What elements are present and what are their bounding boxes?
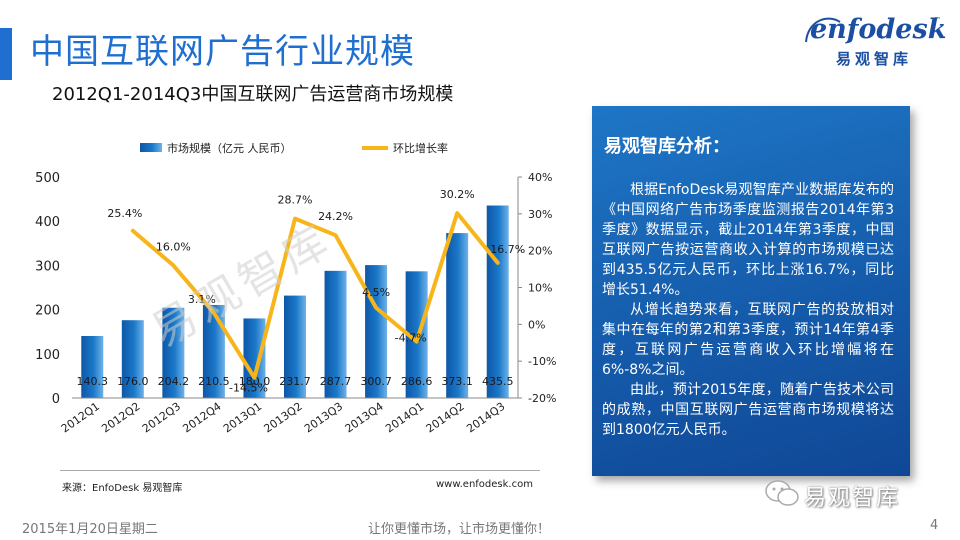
- bar-value-label: 210.5: [198, 375, 230, 388]
- y2-tick-label: 10%: [528, 282, 552, 295]
- bar-value-label: 435.5: [482, 375, 514, 388]
- bar: [121, 320, 144, 398]
- analysis-panel-title: 易观智库分析：: [604, 136, 730, 157]
- chart-title: 2012Q1-2014Q3中国互联网广告运营商市场规模: [52, 84, 454, 105]
- growth-line-series: 25.4% 16.0% 3.1% -14.5% 28.7% 24.2% 4.5% -4.7% 3…: [107, 188, 525, 395]
- growth-line: [130, 211, 500, 380]
- bar: [446, 233, 469, 398]
- bar-value-label: 231.7: [279, 375, 311, 388]
- growth-rate-label: 25.4%: [107, 207, 142, 220]
- source-note: 来源：EnfoDesk 易观智库: [62, 483, 183, 494]
- x-tick-label: 2013Q3: [302, 400, 345, 436]
- y-tick-label: 0: [52, 392, 60, 407]
- bar: [81, 335, 104, 398]
- legend-line-label: 环比增长率: [393, 141, 448, 155]
- footer-date: 2015年1月20日星期二: [22, 522, 158, 537]
- growth-rate-label: 16.7%: [490, 243, 525, 256]
- y-tick-label: 200: [35, 304, 60, 319]
- y2-tick-label: 20%: [528, 245, 552, 258]
- bar-labels: 140.3 176.0 204.2 210.5 180.0 231.7 287.7 300.7…: [77, 375, 514, 388]
- bar: [243, 318, 266, 398]
- x-tick-label: 2012Q4: [180, 400, 223, 436]
- wechat-watermark: 易观智库: [760, 476, 940, 512]
- wechat-icon: [765, 480, 799, 506]
- logo-trademark: ™: [934, 16, 941, 24]
- title-accent-bar: [0, 28, 12, 80]
- growth-rate-label: 4.5%: [362, 286, 390, 299]
- growth-rate-label: -4.7%: [395, 332, 427, 345]
- y-tick-label: 400: [35, 215, 60, 230]
- y-tick-label: 100: [35, 348, 60, 363]
- analysis-paragraph: 从增长趋势来看，互联网广告的投放相对集中在每年的第2和第3季度，预计14年第4季…: [602, 302, 894, 378]
- y2-tick-label: 0%: [528, 318, 545, 331]
- logo-chinese-name: 易观智库: [836, 50, 913, 68]
- bar: [405, 271, 428, 398]
- x-tick-label: 2014Q2: [424, 400, 467, 436]
- bar: [284, 295, 306, 398]
- bar-value-label: 140.3: [77, 375, 109, 388]
- source-website: www.enfodesk.com: [436, 479, 533, 490]
- bar-value-label: 373.1: [441, 375, 473, 388]
- y2-tick-label: -20%: [528, 392, 556, 405]
- x-tick-label: 2012Q2: [99, 400, 142, 436]
- legend-bar-label: 市场规模（亿元 人民币）: [167, 141, 292, 155]
- bar: [324, 270, 347, 398]
- x-tick-label: 2012Q3: [140, 400, 183, 436]
- market-size-chart: 140.3 176.0 204.2 210.5 180.0 231.7 287.7 300.7…: [35, 141, 556, 436]
- logo-wordmark: enfodesk: [810, 14, 947, 45]
- y2-tick-label: 30%: [528, 208, 552, 221]
- x-tick-label: 2014Q1: [383, 400, 426, 436]
- y-tick-label: 500: [35, 171, 60, 186]
- analysis-paragraph: 根据EnfoDesk易观智库产业数据库发布的《中国网络广告市场季度监测报告201…: [602, 182, 894, 298]
- x-tick-label: 2013Q1: [221, 400, 264, 436]
- x-tick-label: 2014Q3: [464, 400, 507, 436]
- bar: [202, 304, 225, 398]
- footer-slogan: 让你更懂市场，让市场更懂你！: [368, 522, 551, 537]
- source-divider: [60, 470, 540, 471]
- analysis-panel: 易观智库分析： 根据EnfoDesk易观智库产业数据库发布的《中国网络广告市场季…: [592, 106, 910, 476]
- bar: [486, 205, 509, 398]
- growth-rate-label: 3.1%: [188, 293, 216, 306]
- bar-value-label: 300.7: [360, 375, 392, 388]
- growth-rate-label: 30.2%: [440, 188, 475, 201]
- growth-rate-label: 16.0%: [156, 240, 191, 253]
- wechat-name: 易观智库: [804, 486, 901, 511]
- page-title: 中国互联网广告行业规模: [30, 32, 415, 72]
- bar-value-label: 204.2: [158, 375, 190, 388]
- chart-legend: 市场规模（亿元 人民币） 环比增长率: [140, 141, 448, 155]
- page-number: 4: [930, 518, 939, 533]
- legend-bar-swatch: [140, 143, 162, 152]
- bar-value-label: 176.0: [117, 375, 149, 388]
- growth-rate-label: -14.5%: [229, 382, 268, 395]
- growth-rate-label: 24.2%: [318, 210, 353, 223]
- x-tick-label: 2013Q2: [262, 400, 305, 436]
- y-tick-label: 300: [35, 259, 60, 274]
- x-tick-label: 2012Q1: [59, 400, 102, 436]
- enfodesk-logo: enfodesk ™ 易观智库: [800, 12, 947, 72]
- x-tick-label: 2013Q4: [343, 400, 386, 436]
- bar-value-label: 287.7: [320, 375, 352, 388]
- logo-swoosh-icon: [805, 17, 841, 43]
- analysis-paragraph: 由此，预计2015年度，随着广告技术公司的成熟，中国互联网广告运营商市场规模将达…: [602, 382, 894, 438]
- y2-tick-label: 40%: [528, 171, 552, 184]
- analysis-panel-body: 根据EnfoDesk易观智库产业数据库发布的《中国网络广告市场季度监测报告201…: [602, 180, 894, 440]
- growth-rate-label: 28.7%: [278, 194, 313, 207]
- bar-value-label: 286.6: [401, 375, 433, 388]
- bar-value-label: 180.0: [239, 375, 271, 388]
- y2-tick-label: -10%: [528, 355, 556, 368]
- bar: [162, 307, 185, 398]
